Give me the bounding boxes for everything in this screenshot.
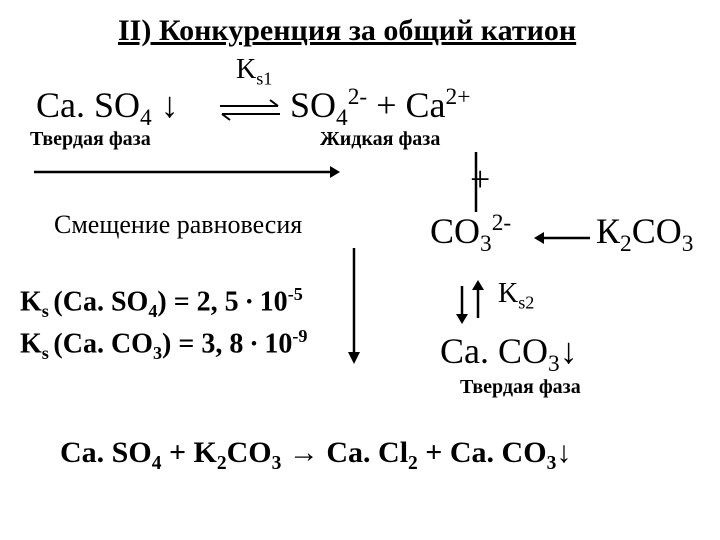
k2co3-label: К2СО3 [596, 210, 693, 258]
equilibrium-harpoon-icon [216, 96, 284, 124]
shift-down-arrow-icon [346, 248, 362, 364]
caco3-precipitate: Ca. CO3↓ [440, 330, 578, 378]
equilibrium-left: Ca. SO4 ↓ [36, 84, 179, 132]
ks-caso4-value: Ks (Ca. SO4) = 2, 5 ∙ 10-5 [20, 284, 303, 322]
solid-phase-label-1: Твердая фаза [30, 128, 151, 151]
solid-phase-label-2: Твердая фаза [460, 376, 581, 399]
overall-equation: Ca. SO4 + K2CO3 → Ca. Cl2 + Ca. CO3↓ [60, 436, 571, 475]
ks-caco3-value: Ks (Ca. CO3) = 3, 8 ∙ 10-9 [20, 326, 307, 364]
shift-label: Смещение равновесия [54, 210, 302, 240]
equilibrium-right: SO42- + Ca2+ [290, 84, 470, 132]
carbonate-ion: CO32- [430, 210, 511, 258]
shift-arrow-icon [30, 162, 340, 182]
liquid-phase-label: Жидкая фаза [320, 128, 440, 151]
ks2-updown-arrows-icon [450, 280, 490, 324]
ks2-label: Ks2 [498, 278, 534, 314]
diagram-title: II) Конкуренция за общий катион [118, 14, 576, 48]
left-arrow-icon [534, 230, 592, 246]
plus-sign: + [470, 158, 490, 200]
ks1-label: Ks1 [236, 54, 272, 90]
